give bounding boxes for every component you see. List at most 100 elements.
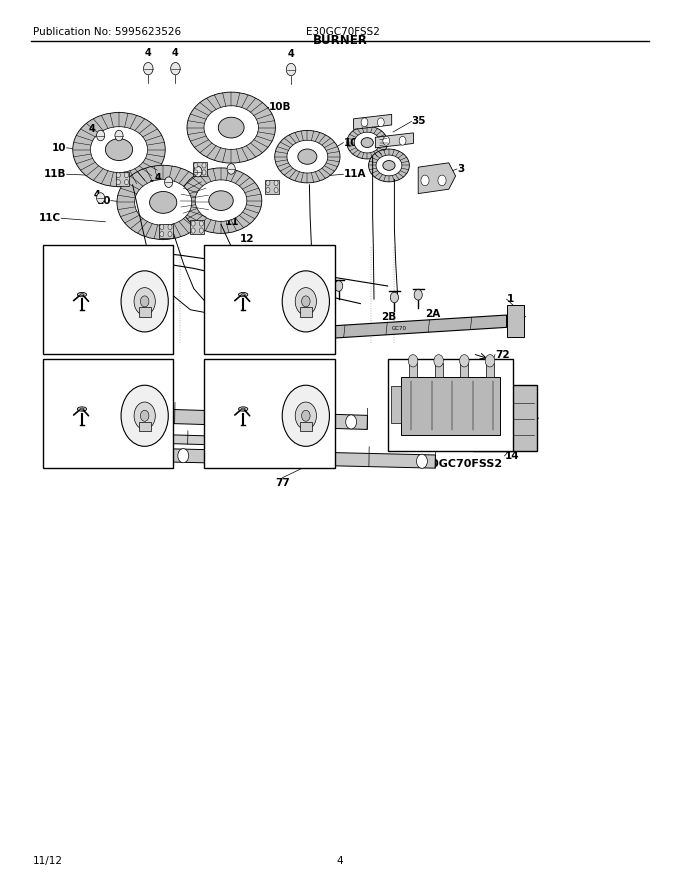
Text: 8: 8 bbox=[394, 366, 402, 376]
Circle shape bbox=[160, 224, 164, 230]
Circle shape bbox=[274, 187, 278, 193]
Ellipse shape bbox=[241, 408, 245, 410]
Circle shape bbox=[399, 136, 406, 145]
Text: 12A: 12A bbox=[209, 347, 232, 357]
Text: 47: 47 bbox=[299, 297, 313, 306]
Circle shape bbox=[124, 180, 129, 185]
Text: 11A: 11A bbox=[209, 252, 233, 261]
Circle shape bbox=[335, 281, 343, 291]
Bar bbox=[190, 220, 204, 234]
Circle shape bbox=[199, 221, 203, 226]
Ellipse shape bbox=[73, 113, 165, 187]
Text: Publication No: 5995623526: Publication No: 5995623526 bbox=[33, 27, 181, 37]
Bar bbox=[43, 359, 173, 468]
Text: 4: 4 bbox=[231, 366, 238, 376]
Text: 47: 47 bbox=[299, 411, 313, 421]
Text: 77: 77 bbox=[275, 478, 290, 488]
Text: 10: 10 bbox=[149, 180, 163, 190]
Text: 12: 12 bbox=[239, 234, 254, 245]
Text: ——44: ——44 bbox=[255, 367, 288, 377]
Circle shape bbox=[266, 187, 270, 193]
Bar bbox=[473, 385, 537, 451]
Circle shape bbox=[82, 401, 84, 405]
Ellipse shape bbox=[354, 132, 380, 153]
Bar bbox=[139, 422, 150, 431]
Ellipse shape bbox=[105, 139, 133, 160]
Ellipse shape bbox=[241, 294, 245, 296]
Bar bbox=[139, 307, 150, 317]
Ellipse shape bbox=[298, 149, 317, 165]
Circle shape bbox=[302, 296, 310, 307]
Text: 1: 1 bbox=[507, 294, 514, 304]
Circle shape bbox=[345, 414, 356, 429]
Ellipse shape bbox=[80, 408, 84, 410]
Circle shape bbox=[134, 288, 155, 315]
Circle shape bbox=[143, 62, 153, 75]
Circle shape bbox=[191, 228, 195, 233]
Bar bbox=[460, 363, 469, 377]
Text: 4: 4 bbox=[155, 172, 162, 183]
Text: 77: 77 bbox=[154, 434, 169, 444]
Text: ——44A: ——44A bbox=[255, 253, 296, 262]
Text: BURNER: BURNER bbox=[313, 33, 367, 47]
Circle shape bbox=[295, 288, 316, 315]
Circle shape bbox=[202, 170, 206, 175]
Circle shape bbox=[460, 355, 469, 367]
Ellipse shape bbox=[361, 137, 373, 148]
Polygon shape bbox=[170, 449, 435, 468]
Polygon shape bbox=[354, 114, 392, 129]
Ellipse shape bbox=[90, 127, 148, 172]
Circle shape bbox=[115, 130, 123, 141]
Bar bbox=[300, 422, 311, 431]
Text: 2: 2 bbox=[289, 312, 296, 322]
Circle shape bbox=[97, 130, 105, 141]
Ellipse shape bbox=[209, 191, 233, 210]
Bar bbox=[401, 377, 500, 435]
Text: 11C: 11C bbox=[39, 213, 61, 224]
Text: 10A: 10A bbox=[343, 137, 366, 148]
Text: 11C: 11C bbox=[48, 366, 72, 376]
Circle shape bbox=[160, 231, 164, 237]
Ellipse shape bbox=[150, 192, 177, 213]
Text: 4: 4 bbox=[172, 48, 179, 58]
Ellipse shape bbox=[369, 149, 409, 182]
Circle shape bbox=[171, 62, 180, 75]
Circle shape bbox=[178, 449, 189, 463]
Circle shape bbox=[282, 385, 329, 446]
Circle shape bbox=[141, 410, 149, 422]
Polygon shape bbox=[418, 163, 456, 194]
Circle shape bbox=[282, 271, 329, 332]
Text: 2A: 2A bbox=[425, 309, 440, 319]
Polygon shape bbox=[375, 133, 413, 148]
Bar bbox=[435, 363, 443, 377]
Text: 11A: 11A bbox=[343, 169, 366, 180]
Text: 4: 4 bbox=[231, 252, 238, 261]
Text: 2: 2 bbox=[308, 309, 316, 319]
Circle shape bbox=[274, 180, 278, 186]
Ellipse shape bbox=[383, 160, 395, 171]
Text: 4: 4 bbox=[337, 855, 343, 866]
Bar bbox=[204, 245, 335, 354]
Bar bbox=[300, 307, 311, 317]
Circle shape bbox=[194, 170, 198, 175]
Text: 11B: 11B bbox=[44, 169, 67, 180]
Ellipse shape bbox=[80, 294, 84, 296]
Circle shape bbox=[286, 63, 296, 76]
Text: 35: 35 bbox=[411, 116, 426, 127]
Text: 47: 47 bbox=[137, 297, 152, 306]
Circle shape bbox=[463, 410, 471, 421]
Text: 4: 4 bbox=[94, 190, 101, 201]
Ellipse shape bbox=[275, 130, 340, 183]
Circle shape bbox=[199, 228, 203, 233]
Circle shape bbox=[97, 193, 105, 203]
Circle shape bbox=[168, 231, 172, 237]
Text: 14: 14 bbox=[505, 451, 520, 461]
Circle shape bbox=[243, 287, 245, 290]
Ellipse shape bbox=[135, 180, 192, 225]
Text: 3: 3 bbox=[457, 164, 464, 174]
Text: 4: 4 bbox=[288, 49, 294, 59]
Text: 10B: 10B bbox=[269, 102, 291, 113]
Text: 35: 35 bbox=[360, 136, 375, 146]
Ellipse shape bbox=[78, 407, 86, 411]
Circle shape bbox=[421, 175, 429, 186]
